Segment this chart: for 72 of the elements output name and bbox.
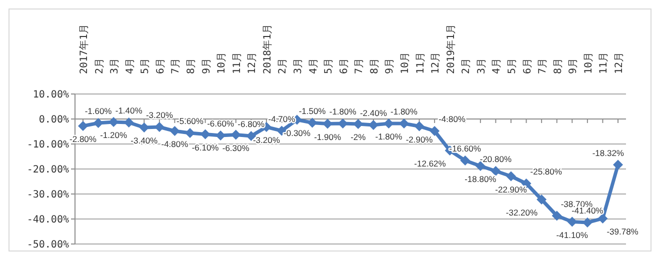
- data-label: -3.20%: [252, 135, 280, 145]
- data-label: -1.80%: [375, 132, 403, 142]
- data-label: -39.78%: [606, 226, 639, 236]
- x-tick-label: 3月: [476, 58, 488, 74]
- x-tick-label: 3月: [293, 58, 304, 74]
- x-tick-label: 9月: [201, 58, 212, 74]
- y-tick-label: -50.00%: [26, 240, 69, 250]
- x-tick-label: 2018年1月: [261, 24, 274, 74]
- data-label: -18.32%: [592, 148, 624, 158]
- data-label: -6.10%: [192, 142, 220, 152]
- x-tick-label: 10月: [583, 52, 594, 74]
- x-tick-label: 2月: [461, 58, 472, 74]
- x-tick-label: 6月: [155, 58, 166, 74]
- data-label: -2.90%: [406, 134, 434, 144]
- x-tick-label: 12月: [614, 52, 625, 74]
- data-label: -6.60%: [207, 118, 234, 128]
- data-label: -1.60%: [84, 106, 112, 116]
- x-tick-label: 11月: [415, 52, 426, 74]
- data-label: -4.80%: [161, 139, 189, 149]
- x-tick-label: 2月: [278, 58, 289, 74]
- x-tick-label: 9月: [384, 58, 396, 74]
- data-label: -1.80%: [329, 106, 357, 116]
- x-tick-label: 2017年1月: [78, 24, 90, 74]
- data-label: -18.80%: [464, 174, 497, 184]
- x-tick-label: 7月: [170, 58, 182, 74]
- x-tick-label: 10月: [216, 52, 228, 74]
- data-label: -1.40%: [115, 106, 143, 116]
- x-tick-label: 11月: [598, 52, 610, 74]
- x-tick-label: 6月: [338, 58, 350, 74]
- data-label: -0.30%: [284, 128, 311, 138]
- x-tick-label: 5月: [140, 58, 152, 74]
- data-label: -6.30%: [222, 142, 250, 153]
- y-tick-label: -30.00%: [26, 190, 69, 200]
- x-tick-label: 11月: [232, 52, 243, 74]
- data-label: -22.90%: [495, 184, 528, 194]
- y-tick-label: -20.00%: [26, 164, 69, 176]
- x-tick-label: 7月: [538, 58, 549, 74]
- x-tick-label: 7月: [354, 58, 366, 74]
- x-tick-label: 6月: [522, 58, 534, 74]
- x-tick-label: 8月: [186, 58, 197, 74]
- data-label: -20.80%: [480, 154, 512, 164]
- data-label: -1.20%: [100, 130, 128, 140]
- x-tick-label: 8月: [369, 58, 380, 74]
- y-tick-label: 10.00%: [32, 90, 69, 100]
- x-tick-label: 2月: [94, 58, 106, 74]
- data-label: -1.90%: [314, 132, 342, 142]
- x-tick-label: 2019年1月: [444, 24, 457, 74]
- data-label: -25.80%: [530, 166, 562, 176]
- x-tick-label: 5月: [507, 58, 518, 74]
- data-label: -41.10%: [556, 230, 588, 240]
- x-tick-label: 3月: [110, 58, 121, 74]
- data-label: -12.62%: [414, 158, 446, 169]
- x-tick-label: 12月: [430, 52, 442, 74]
- x-tick-label: 4月: [124, 58, 136, 74]
- y-tick-label: 0.00%: [38, 114, 69, 126]
- y-tick-label: -10.00%: [26, 140, 69, 150]
- data-label: -1.50%: [298, 106, 326, 116]
- x-tick-label: 9月: [568, 58, 580, 74]
- x-tick-label: 8月: [552, 58, 564, 74]
- data-label: -3.20%: [146, 110, 174, 120]
- x-tick-label: 12月: [247, 52, 258, 74]
- y-tick-label: -40.00%: [26, 214, 69, 226]
- data-label: -3.40%: [130, 136, 158, 146]
- x-tick-label: 4月: [308, 58, 320, 74]
- data-label: -1.80%: [390, 106, 418, 116]
- data-label: -6.80%: [238, 119, 266, 129]
- data-label: -2%: [350, 132, 366, 142]
- x-tick-label: 10月: [400, 52, 411, 74]
- x-tick-label: 4月: [492, 58, 503, 74]
- data-label: -2.40%: [360, 108, 388, 118]
- x-tick-label: 5月: [324, 58, 335, 74]
- data-label: -32.20%: [506, 208, 538, 218]
